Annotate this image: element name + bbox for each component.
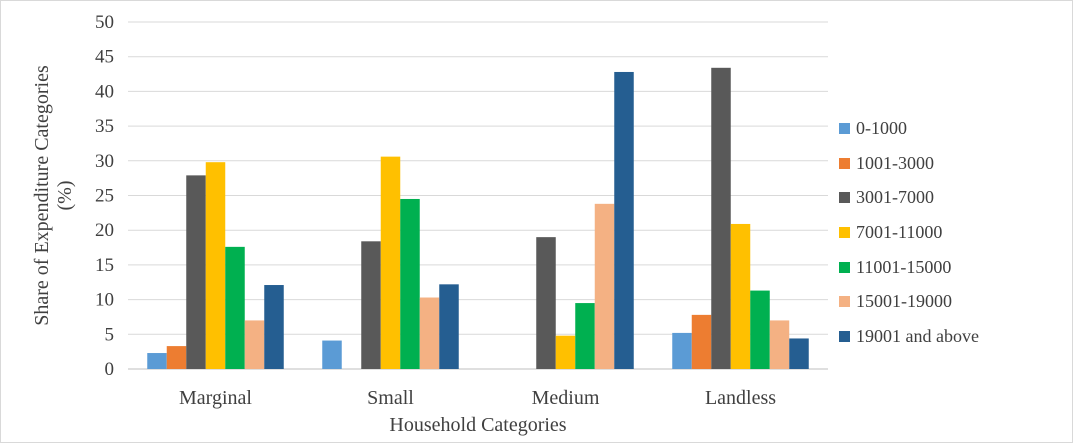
bar (594, 203, 615, 369)
y-tick-label: 35 (95, 116, 114, 137)
bar (380, 156, 401, 369)
y-axis-title: Share of Expenditure Categories (31, 65, 53, 326)
legend-item: 3001-7000 (839, 180, 979, 215)
bar (769, 320, 790, 369)
legend-label: 3001-7000 (856, 187, 934, 208)
y-tick-label: 40 (95, 81, 114, 102)
bar (730, 223, 751, 369)
y-tick-label: 5 (105, 324, 115, 345)
x-axis-ticks: Marginal Small Medium Landless (179, 387, 776, 409)
legend: 0-1000 1001-3000 3001-7000 7001-11000 11001-… (839, 111, 979, 354)
x-tick-label: Small (367, 387, 414, 409)
legend-label: 11001-15000 (856, 256, 952, 277)
bar (400, 198, 420, 369)
bar (614, 71, 634, 369)
x-tick-label: Landless (705, 387, 776, 409)
x-tick-label: Medium (532, 387, 600, 409)
bar (166, 346, 187, 369)
y-tick-label: 45 (95, 47, 114, 68)
bars (147, 67, 809, 369)
legend-label: 19001 and above (856, 325, 979, 346)
bar (536, 237, 556, 369)
legend-item: 7001-11000 (839, 215, 979, 250)
legend-label: 1001-3000 (856, 152, 934, 173)
bar (147, 353, 167, 369)
bar (322, 340, 342, 369)
bar (439, 284, 459, 369)
x-axis-title: Household Categories (389, 414, 566, 436)
legend-item: 19001 and above (839, 319, 979, 354)
y-tick-label: 50 (95, 12, 114, 33)
bar (264, 285, 284, 369)
legend-item: 15001-19000 (839, 284, 979, 319)
legend-swatch (839, 296, 850, 308)
bar (711, 67, 731, 369)
legend-swatch (839, 330, 850, 342)
legend-label: 15001-19000 (856, 291, 952, 312)
legend-item: 11001-15000 (839, 250, 979, 285)
bar (672, 332, 692, 369)
bar (575, 303, 595, 369)
y-tick-label: 0 (105, 359, 115, 380)
legend-swatch (839, 261, 850, 273)
x-tick-label: Marginal (179, 387, 252, 409)
bar (555, 335, 576, 369)
y-tick-label: 25 (95, 186, 114, 207)
legend-item: 0-1000 (839, 111, 979, 146)
y-axis-title-unit: (%) (54, 181, 76, 211)
legend-swatch (839, 122, 850, 134)
bar (186, 175, 206, 369)
y-tick-label: 10 (95, 290, 114, 311)
bar (691, 314, 712, 369)
legend-swatch (839, 192, 850, 204)
legend-swatch (839, 157, 850, 169)
legend-label: 0-1000 (856, 117, 907, 138)
legend-item: 1001-3000 (839, 146, 979, 181)
bar (419, 297, 440, 369)
bar (244, 320, 265, 369)
bar (750, 290, 770, 369)
bar (789, 338, 809, 369)
y-axis-ticks: 0 5 10 15 20 25 30 35 40 45 50 (95, 12, 114, 380)
y-tick-label: 20 (95, 220, 114, 241)
legend-label: 7001-11000 (856, 221, 943, 242)
legend-swatch (839, 226, 850, 238)
bar (361, 241, 381, 369)
y-tick-label: 15 (95, 255, 114, 276)
bar (205, 162, 226, 369)
bar (225, 246, 245, 369)
y-tick-label: 30 (95, 151, 114, 172)
